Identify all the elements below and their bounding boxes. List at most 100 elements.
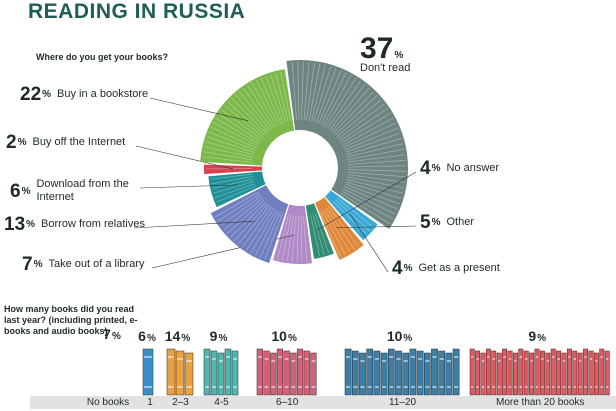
book-group [166,348,194,396]
page-line [315,68,337,123]
page-line [311,64,326,122]
pie-slice [286,60,408,230]
value-label: 22 [20,84,42,105]
page-line [242,87,273,130]
page-line [213,181,255,194]
unit-label: % [17,137,27,148]
book [290,352,297,396]
page-line [320,72,347,125]
book [231,350,239,396]
page-line [300,215,303,262]
book [523,350,529,396]
book [529,352,535,396]
value-number: 9 [209,328,218,344]
value-label: 6% [138,328,162,346]
book [175,350,185,396]
book [593,352,599,396]
page-line [347,169,406,172]
book [452,348,460,396]
shelf [30,396,616,409]
page-line [214,183,255,198]
page-line [216,185,256,203]
book [485,348,491,396]
pie-slice [210,185,289,264]
unit-label: % [146,333,156,344]
value-label: 4 [420,158,431,179]
pie-question: Where do you get your books? [36,52,169,62]
unit-label: % [111,331,121,342]
book [550,348,556,396]
book-group [344,348,460,396]
unit-label: % [26,219,36,230]
slice-label: 37% Don't read [360,34,410,75]
category-label: More than 20 books [495,397,585,408]
page-line [259,211,281,258]
page-line [333,201,367,235]
slice-label: 4% No answer [420,158,499,179]
page-line [242,206,273,248]
category-label: Take out of a library [48,258,145,270]
value-label: 10% [387,328,418,346]
value-label: 9% [528,328,552,346]
value-label: 5 [420,212,431,233]
book [496,352,502,396]
page-line [340,192,391,225]
book [344,348,352,396]
page-line [226,199,265,234]
page-line [217,193,260,222]
book [166,348,176,396]
slice-label: 7% Take out of a library [22,255,145,274]
book [270,352,277,396]
page-line [347,171,406,178]
page-line [202,156,253,163]
book [561,352,567,396]
page-line [343,188,396,215]
book [566,348,572,396]
book [572,350,578,396]
category-label: 4-5 [214,397,229,408]
page-line [345,183,400,205]
page-line [264,212,284,260]
unit-label: % [537,333,547,344]
category-label: 1 [147,397,153,408]
unit-label: % [403,263,413,274]
book [217,352,225,396]
page-line [347,165,406,168]
page-line [343,122,397,148]
category-label: Buy off the Internet [32,136,126,148]
page-line [345,138,402,155]
page-line [204,146,254,158]
page-line [208,131,256,151]
title: READING IN RUSSIA [28,0,246,23]
book [475,350,481,396]
page-line [227,101,265,136]
page-line [221,109,262,140]
page-line [296,215,299,262]
page-line [251,82,277,127]
page-line [277,214,289,260]
pie-slice [314,197,364,260]
unit-label: % [42,89,52,100]
unit-label: % [394,50,404,61]
page-line [231,97,267,134]
book-group [142,348,154,396]
category-label: Download from the Internet [36,178,129,203]
page-line [337,103,385,140]
leader-line [349,213,389,273]
page-line [324,77,357,128]
page-line [319,211,342,258]
book [380,352,388,396]
page-line [327,80,361,129]
category-label: Borrow from relatives [41,218,145,230]
book [210,350,218,396]
book [303,350,310,396]
book [512,352,518,396]
book [184,352,194,396]
page-line [297,62,300,121]
page-line [303,62,310,121]
pie-slice [325,190,378,241]
page-line [234,203,269,242]
book [534,348,540,396]
bar-question: How many books did you read last year? (… [4,304,138,336]
